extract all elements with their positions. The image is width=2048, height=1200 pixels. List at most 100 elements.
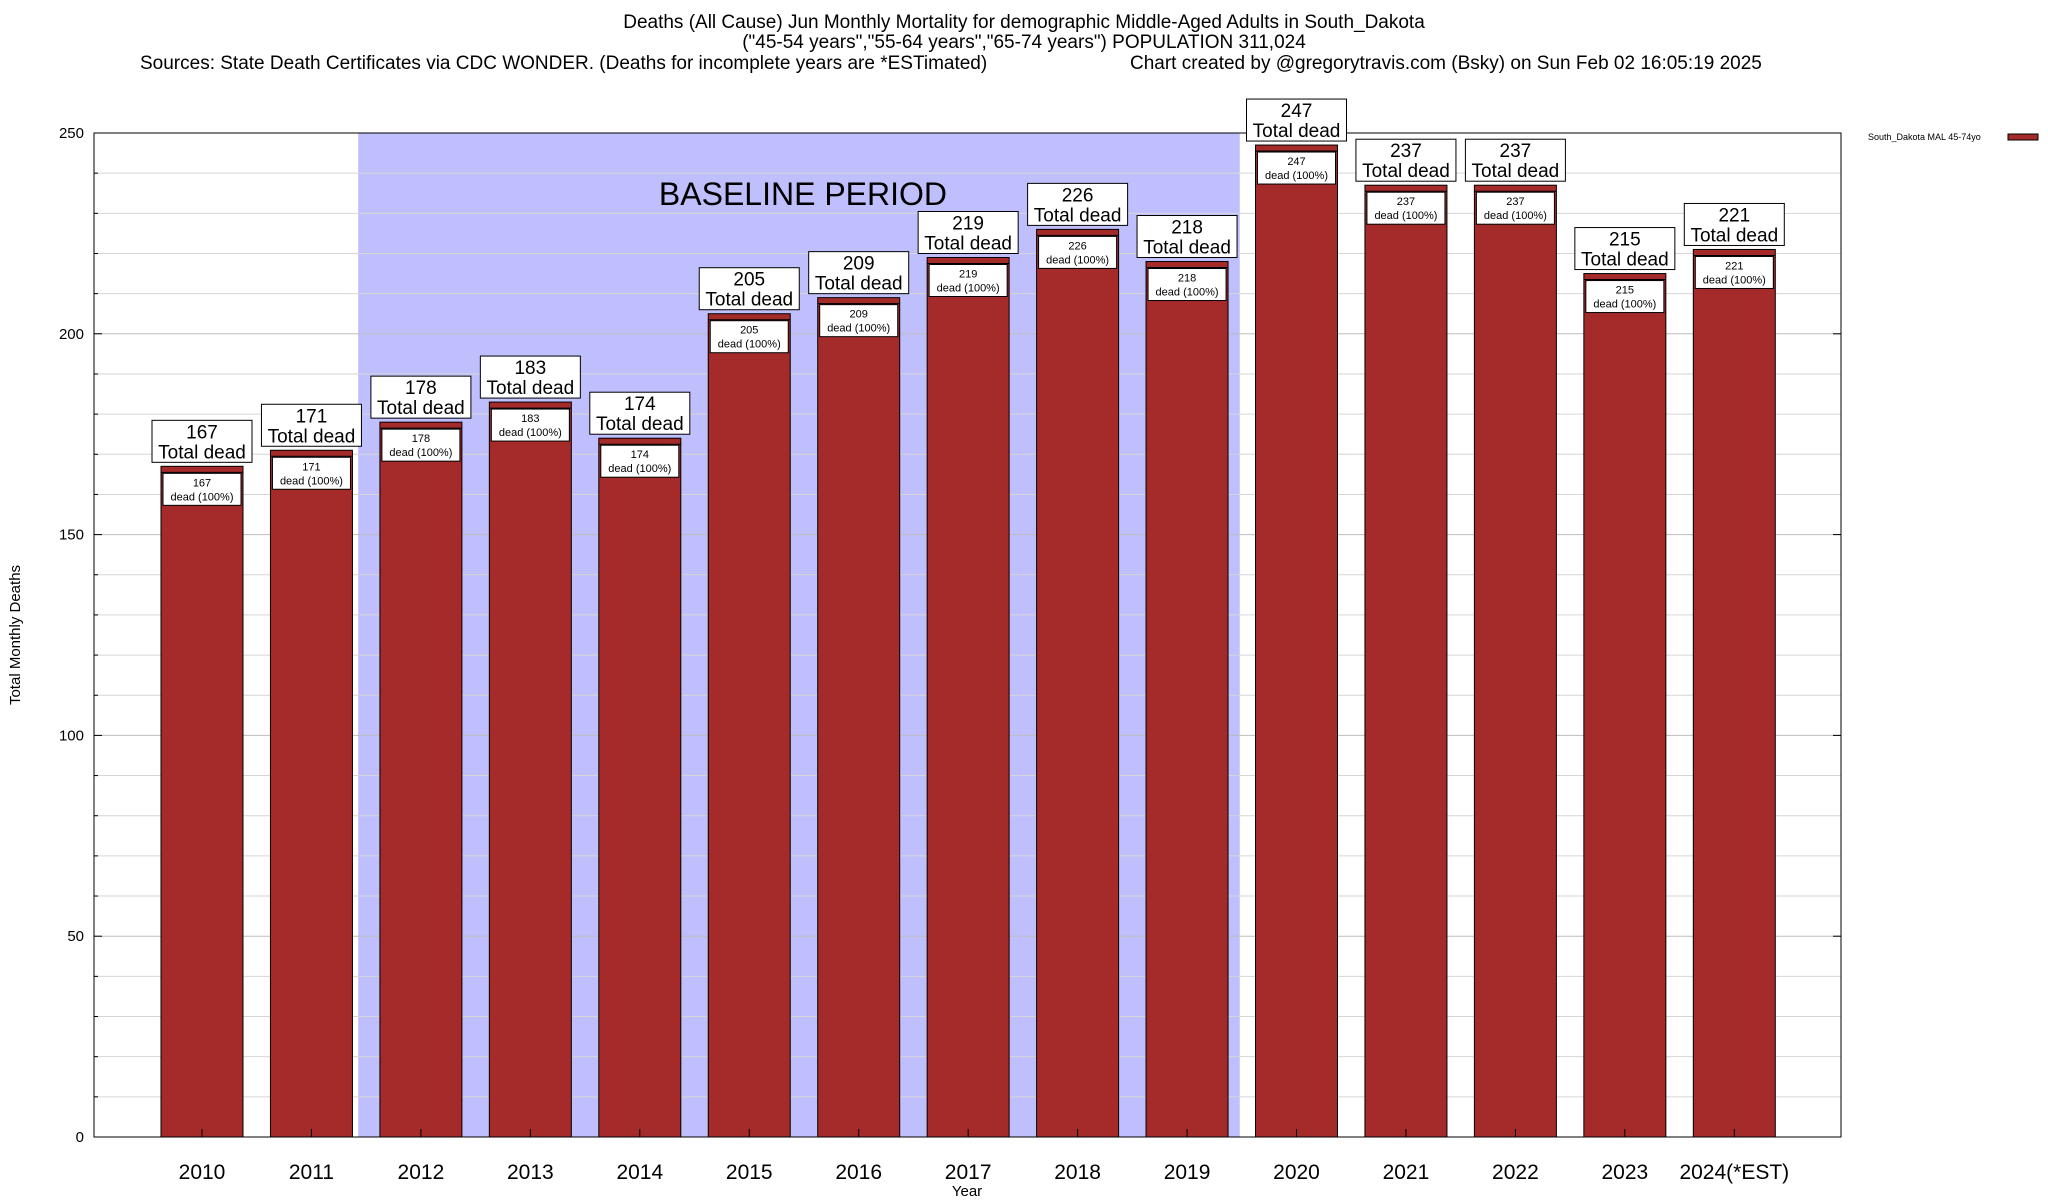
y-axis-label: Total Monthly Deaths xyxy=(7,565,24,705)
inner-label-box xyxy=(1038,235,1118,269)
bar xyxy=(1255,144,1338,1138)
bar xyxy=(379,421,463,1138)
top-label-suffix: Total dead xyxy=(1253,121,1341,142)
top-label-suffix: Total dead xyxy=(1143,238,1231,259)
inner-label-value: 247 xyxy=(1287,156,1305,168)
top-label-box xyxy=(151,419,253,463)
top-label-value: 218 xyxy=(1171,218,1203,239)
top-label-suffix: Total dead xyxy=(487,378,575,399)
inner-label-box xyxy=(600,444,680,478)
top-label-suffix: Total dead xyxy=(268,426,356,447)
x-axis-label: Year xyxy=(952,1183,982,1200)
x-tick-label: 2016 xyxy=(835,1161,882,1184)
x-tick-label: 2014 xyxy=(616,1161,663,1184)
inner-label-value: 183 xyxy=(521,413,539,425)
x-tick-label: 2019 xyxy=(1164,1161,1211,1184)
bar xyxy=(1473,184,1557,1138)
inner-label-box xyxy=(490,408,570,442)
bar xyxy=(1364,184,1448,1138)
inner-label-suffix: dead (100%) xyxy=(1156,287,1219,299)
bar xyxy=(1036,228,1120,1138)
bar xyxy=(160,465,244,1138)
bar xyxy=(269,449,353,1138)
top-label-suffix: Total dead xyxy=(596,414,684,435)
inner-label-suffix: dead (100%) xyxy=(937,282,1000,294)
y-tick-label: 0 xyxy=(76,1129,84,1146)
inner-label-suffix: dead (100%) xyxy=(827,323,890,335)
inner-label-value: 237 xyxy=(1506,196,1524,208)
legend-swatch xyxy=(2007,133,2039,141)
inner-label-value: 219 xyxy=(959,268,977,280)
x-tick-label: 2015 xyxy=(726,1161,773,1184)
top-label-value: 174 xyxy=(624,394,656,415)
top-label-box xyxy=(1464,138,1566,182)
inner-label-box xyxy=(1147,268,1227,302)
top-label-suffix: Total dead xyxy=(1034,205,1122,226)
bar xyxy=(1692,248,1776,1138)
top-label-box xyxy=(1136,215,1238,259)
top-label-value: 205 xyxy=(733,270,765,291)
y-tick-label: 50 xyxy=(67,928,84,945)
inner-label-suffix: dead (100%) xyxy=(1703,274,1766,286)
bar xyxy=(1583,273,1667,1138)
inner-label-suffix: dead (100%) xyxy=(280,475,343,487)
top-label-box xyxy=(808,251,910,295)
inner-label-value: 215 xyxy=(1616,285,1634,297)
inner-label-suffix: dead (100%) xyxy=(389,447,452,459)
inner-label-box xyxy=(928,263,1008,297)
top-label-value: 237 xyxy=(1390,141,1422,162)
inner-label-value: 205 xyxy=(740,325,758,337)
chart-sources-note: Sources: State Death Certificates via CD… xyxy=(140,53,988,74)
inner-label-value: 221 xyxy=(1725,260,1743,272)
top-label-box xyxy=(370,375,472,419)
top-label-box xyxy=(1027,182,1129,226)
x-tick-label: 2022 xyxy=(1492,1161,1539,1184)
baseline-label: BASELINE PERIOD xyxy=(659,176,947,212)
y-tick-label: 250 xyxy=(59,125,84,142)
bar xyxy=(817,297,901,1138)
inner-label-suffix: dead (100%) xyxy=(1265,170,1328,182)
inner-label-box xyxy=(1257,151,1336,185)
top-label-suffix: Total dead xyxy=(377,398,465,419)
inner-label-suffix: dead (100%) xyxy=(499,427,562,439)
inner-label-value: 178 xyxy=(412,433,430,445)
top-label-suffix: Total dead xyxy=(1362,161,1450,182)
chart-credit-note: Chart created by @gregorytravis.com (Bsk… xyxy=(1130,53,1762,74)
bar xyxy=(598,437,682,1138)
top-label-suffix: Total dead xyxy=(1690,225,1778,246)
top-label-value: 215 xyxy=(1609,230,1641,251)
bar xyxy=(1145,261,1229,1138)
inner-label-box xyxy=(819,304,899,338)
top-label-box xyxy=(1355,138,1457,182)
inner-label-value: 209 xyxy=(850,309,868,321)
inner-label-value: 174 xyxy=(631,449,649,461)
top-label-value: 183 xyxy=(514,358,546,379)
inner-label-suffix: dead (100%) xyxy=(1593,299,1656,311)
inner-label-value: 218 xyxy=(1178,273,1196,285)
inner-label-value: 171 xyxy=(302,461,320,473)
top-label-suffix: Total dead xyxy=(1581,250,1669,271)
bar xyxy=(926,256,1010,1138)
top-label-value: 219 xyxy=(952,213,984,234)
top-label-box xyxy=(260,403,362,447)
inner-label-box xyxy=(1694,255,1774,289)
top-label-box xyxy=(1246,98,1347,142)
x-tick-label: 2011 xyxy=(289,1161,334,1184)
inner-label-box xyxy=(271,456,351,490)
legend-label: South_Dakota MAL 45-74yo xyxy=(1868,132,1981,142)
inner-label-suffix: dead (100%) xyxy=(171,491,234,503)
inner-label-suffix: dead (100%) xyxy=(1046,254,1109,266)
top-label-box xyxy=(698,267,800,311)
top-label-box xyxy=(1683,202,1785,246)
inner-label-box xyxy=(1475,191,1555,225)
top-label-value: 171 xyxy=(296,406,328,427)
inner-label-suffix: dead (100%) xyxy=(718,339,781,351)
top-label-value: 226 xyxy=(1062,185,1094,206)
inner-label-value: 226 xyxy=(1068,240,1086,252)
top-label-value: 221 xyxy=(1718,205,1750,226)
top-label-value: 178 xyxy=(405,378,437,399)
x-tick-label: 2021 xyxy=(1383,1161,1430,1184)
x-tick-label: 2020 xyxy=(1273,1161,1320,1184)
top-label-box xyxy=(917,210,1019,254)
